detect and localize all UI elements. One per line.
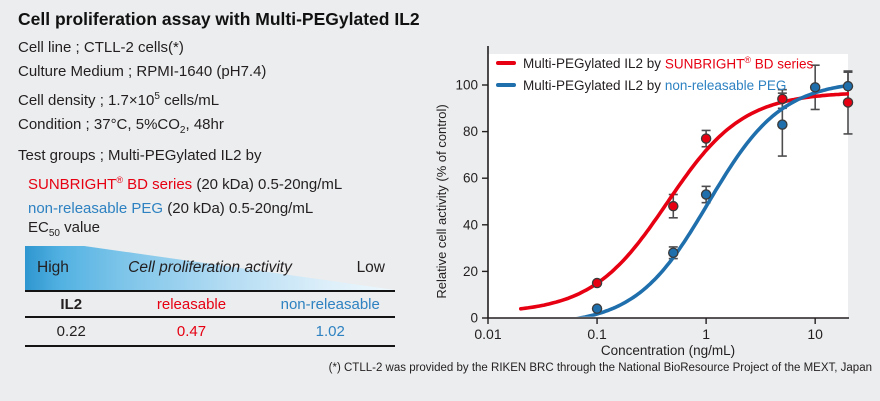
spec-group-non-releasable: non-releasable PEG (20 kDa) 0.5-20ng/mL (28, 200, 314, 218)
band-label-low: Low (356, 259, 385, 276)
ec50-col-releasable: releasable (156, 295, 227, 313)
svg-text:Concentration (ng/mL): Concentration (ng/mL) (601, 343, 735, 358)
ec50-table: High Cell proliferation activity Low IL2… (25, 246, 395, 347)
dose-response-chart: 0 20 40 60 80 100 0.01 0.1 1 10 Concentration (ng/… (432, 42, 880, 358)
svg-text:80: 80 (463, 124, 478, 139)
ec50-col-non-releasable: non-releasable (280, 295, 380, 313)
ec50-heading: EC50 value (28, 219, 100, 239)
footnote: (*) CTLL-2 was provided by the RIKEN BRC… (328, 362, 872, 374)
band-label-high: High (37, 259, 69, 276)
svg-text:40: 40 (463, 217, 478, 232)
ec50-value-releasable: 0.47 (176, 323, 207, 340)
band-label-activity: Cell proliferation activity (128, 259, 292, 276)
svg-text:0.1: 0.1 (587, 326, 607, 342)
ec50-columns-row: IL2 releasable non-releasable (25, 292, 395, 318)
ec50-value-non-releasable: 1.02 (315, 323, 345, 340)
chart-legend: Multi-PEGylated IL2 by SUNBRIGHT® BD ser… (496, 52, 813, 96)
ec50-col-il2: IL2 (60, 295, 83, 313)
activity-gradient-band: High Cell proliferation activity Low (25, 246, 395, 292)
svg-text:10: 10 (807, 326, 823, 342)
spec-cell-density: Cell density ; 1.7×105 cells/mL (18, 90, 220, 109)
spec-test-groups: Test groups ; Multi-PEGylated IL2 by (18, 146, 262, 164)
spec-condition: Condition ; 37°C, 5%CO2, 48hr (18, 116, 224, 137)
chart-plot: 0 20 40 60 80 100 0.01 0.1 1 10 Concentration (ng/… (434, 46, 854, 358)
spec-cell-line: Cell line ; CTLL-2 cells(*) (18, 39, 184, 56)
spec-group-bd-series: SUNBRIGHT® BD series (20 kDa) 0.5-20ng/m… (28, 175, 343, 194)
svg-text:0: 0 (470, 311, 478, 326)
legend-item-non-releasable: Multi-PEGylated IL2 by non-releasable PE… (496, 74, 813, 96)
svg-text:1: 1 (702, 326, 710, 342)
ec50-values-row: 0.22 0.47 1.02 (25, 318, 395, 347)
svg-text:60: 60 (463, 171, 478, 186)
svg-text:Relative cell activity (% of c: Relative cell activity (% of control) (434, 104, 449, 298)
svg-text:100: 100 (455, 78, 478, 93)
spec-culture-medium: Culture Medium ; RPMI-1640 (pH7.4) (18, 63, 267, 81)
ec50-value-il2: 0.22 (56, 323, 86, 340)
svg-text:0.01: 0.01 (474, 326, 501, 342)
legend-item-bd-series: Multi-PEGylated IL2 by SUNBRIGHT® BD ser… (496, 52, 813, 74)
assay-specs: Cell line ; CTLL-2 cells(*) Culture Medi… (18, 36, 342, 222)
legend-line-red-icon (496, 61, 516, 65)
legend-line-blue-icon (496, 83, 516, 87)
svg-text:20: 20 (463, 264, 478, 279)
figure-title: Cell proliferation assay with Multi-PEGy… (18, 9, 420, 29)
